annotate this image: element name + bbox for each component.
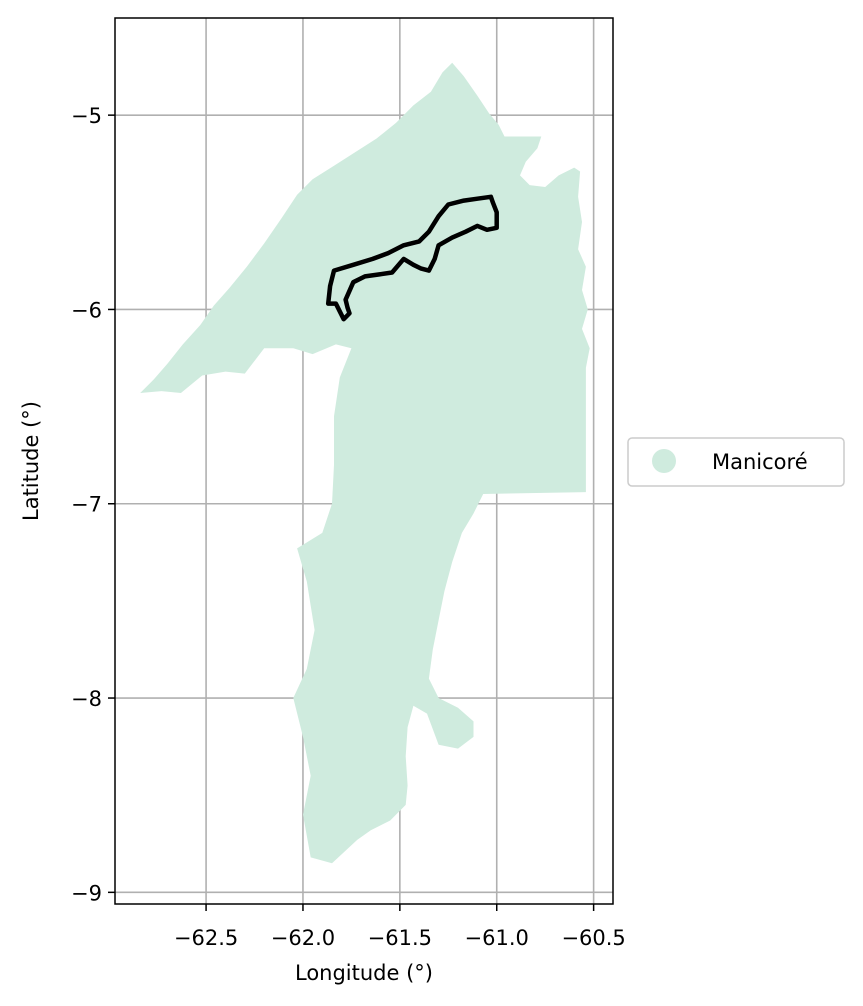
y-tick-label: −6 <box>71 298 102 322</box>
y-axis-title: Latitude (°) <box>19 401 43 521</box>
plot-frame <box>114 17 614 905</box>
x-tick-label: −61.5 <box>368 926 432 950</box>
x-tick-label: −61.0 <box>465 926 529 950</box>
x-tick-label: −62.0 <box>271 926 335 950</box>
legend-swatch-manicore <box>652 449 676 473</box>
y-tick-label: −7 <box>71 493 102 517</box>
region-manicore <box>140 62 590 864</box>
legend-label-manicore: Manicoré <box>712 450 808 474</box>
x-tick-label: −62.5 <box>174 926 238 950</box>
y-tick-label: −8 <box>71 687 102 711</box>
axis-ticks: −62.5 −62.0 −61.5 −61.0 −60.5 −5 −6 −7 −8 −9 <box>71 104 626 950</box>
x-tick-label: −60.5 <box>561 926 625 950</box>
y-tick-label: −5 <box>71 104 102 128</box>
highlight-boundary-outline <box>325 194 499 322</box>
legend: Manicoré <box>627 437 845 487</box>
legend-frame <box>627 437 845 487</box>
x-axis-title: Longitude (°) <box>295 961 433 985</box>
y-tick-label: −9 <box>71 881 102 905</box>
